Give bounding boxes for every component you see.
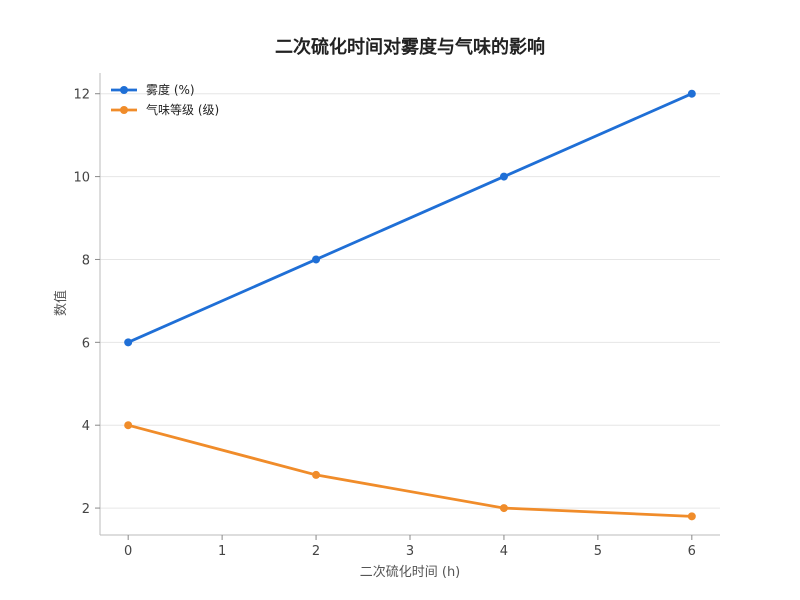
- series-line-1: [126, 423, 694, 518]
- data-point-1-1: [312, 470, 321, 479]
- y-axis-label: 数值: [53, 290, 69, 316]
- y-tick-label: 4: [82, 419, 90, 434]
- x-tick-label: 4: [500, 544, 508, 559]
- grid-layer: [100, 93, 720, 509]
- y-tick-label: 6: [82, 336, 90, 351]
- x-axis-label: 二次硫化时间 (h): [360, 564, 461, 580]
- x-tick-label: 3: [406, 544, 414, 559]
- legend: 雾度 (%) 气味等级 (级): [111, 82, 219, 117]
- y-tick-label: 8: [82, 253, 90, 268]
- y-tick-label: 2: [82, 502, 90, 517]
- data-point-0-0: [124, 338, 133, 347]
- data-point-0-1: [312, 255, 321, 264]
- legend-marker-1: [120, 106, 128, 114]
- data-point-0-3: [687, 89, 696, 98]
- legend-label-0: 雾度 (%): [146, 82, 195, 97]
- x-tick-label: 1: [218, 544, 226, 559]
- legend-label-1: 气味等级 (级): [146, 102, 219, 117]
- series-line-0: [126, 92, 694, 344]
- series-layer: [124, 89, 696, 521]
- chart-title: 二次硫化时间对雾度与气味的影响: [275, 36, 545, 58]
- data-point-1-0: [124, 421, 133, 430]
- axes-layer: [99, 73, 720, 536]
- y-tick-label: 12: [73, 88, 90, 103]
- y-tick-label: 10: [73, 171, 90, 186]
- data-point-1-2: [499, 504, 508, 513]
- data-point-1-3: [687, 512, 696, 521]
- data-point-0-2: [499, 172, 508, 181]
- x-tick-label: 0: [124, 544, 132, 559]
- legend-marker-0: [120, 86, 128, 94]
- x-tick-label: 2: [312, 544, 320, 559]
- x-tick-label: 6: [688, 544, 696, 559]
- x-tick-label: 5: [594, 544, 602, 559]
